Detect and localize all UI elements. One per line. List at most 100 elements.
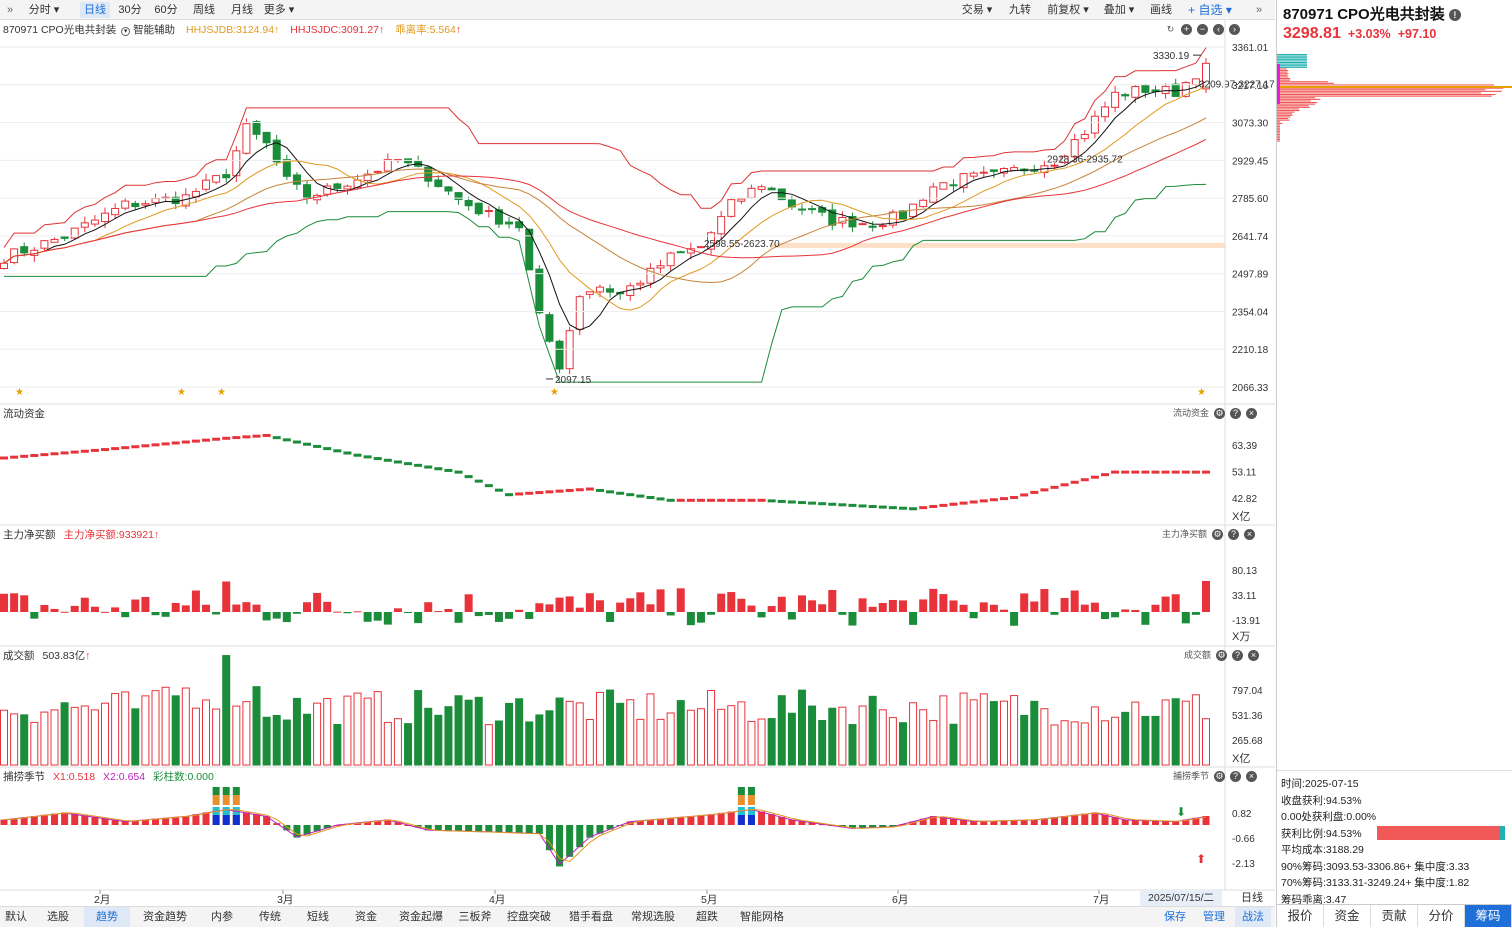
- period-tab-2[interactable]: 30分: [118, 4, 142, 16]
- right-tab-1[interactable]: 资金: [1324, 905, 1371, 927]
- net-bar: [838, 612, 847, 615]
- period-tab-0[interactable]: 分时 ▾: [28, 4, 60, 16]
- bottom-tab-6[interactable]: 短线: [307, 911, 329, 923]
- bottom-tab-2[interactable]: 趋势: [84, 907, 130, 927]
- net-bar: [646, 604, 655, 612]
- volume-bar: [656, 718, 665, 766]
- candle-body: [1202, 62, 1210, 90]
- chip-row: [1277, 116, 1291, 118]
- right-icon[interactable]: ›: [1229, 24, 1240, 35]
- season-bar: [182, 816, 190, 825]
- settings-icon[interactable]: ⚙: [1214, 771, 1226, 782]
- close-icon[interactable]: ×: [1246, 408, 1258, 419]
- vol-panel-title: 成交额: [3, 650, 35, 662]
- net-bar: [545, 604, 554, 612]
- settings-icon[interactable]: ⚙: [1214, 408, 1226, 419]
- collapse-left-icon[interactable]: »: [6, 4, 14, 16]
- chip-row: [1277, 127, 1280, 129]
- close-icon[interactable]: ×: [1246, 771, 1258, 782]
- kline-chart[interactable]: 3330.19 2097.15 3209.97-3227.17 2928.36-293…: [0, 20, 1275, 905]
- month-label: 5月: [701, 894, 717, 905]
- close-icon[interactable]: ×: [1244, 529, 1256, 540]
- toolbar-right-3[interactable]: 叠加 ▾: [1103, 4, 1135, 16]
- toolbar-right-0[interactable]: 交易 ▾: [961, 4, 993, 16]
- right-tab-3[interactable]: 分价: [1418, 905, 1465, 927]
- period-tab-4[interactable]: 周线: [193, 4, 215, 16]
- close-icon[interactable]: ×: [1248, 650, 1260, 661]
- season-bar: [515, 825, 523, 834]
- help-icon[interactable]: ?: [1230, 408, 1242, 419]
- zoom-in-icon[interactable]: +: [1181, 24, 1192, 35]
- period-tab-1[interactable]: 日线: [80, 2, 110, 18]
- chip-row: [1277, 98, 1321, 100]
- right-tab-0[interactable]: 报价: [1277, 905, 1324, 927]
- bottom-right-0[interactable]: 保存: [1164, 911, 1186, 923]
- price-axis-label: 2929.45: [1232, 156, 1269, 167]
- chip-info-value: 94.53%: [1325, 794, 1362, 807]
- bottom-tab-14[interactable]: 智能网格: [740, 911, 784, 923]
- left-icon[interactable]: ‹: [1213, 24, 1224, 35]
- candle-body: [1141, 84, 1150, 93]
- season-bar: [657, 818, 665, 825]
- bottom-tab-11[interactable]: 猎手看盘: [569, 911, 613, 923]
- settings-icon[interactable]: ⚙: [1216, 650, 1228, 661]
- period-tab-6[interactable]: 更多 ▾: [263, 4, 295, 16]
- bottom-tab-3[interactable]: 资金趋势: [143, 911, 187, 923]
- help-icon[interactable]: ?: [1232, 650, 1244, 661]
- chip-row: [1277, 94, 1496, 96]
- season-bar: [293, 825, 301, 838]
- candle-body: [747, 187, 756, 199]
- month-label: 6月: [892, 894, 908, 905]
- right-tab-2[interactable]: 贡献: [1371, 905, 1418, 927]
- bottom-right-2[interactable]: 战法: [1235, 907, 1271, 927]
- signal-star-icon: ★: [1197, 387, 1206, 398]
- net-bar: [1010, 612, 1019, 626]
- toolbar-right-2[interactable]: 前复权 ▾: [1047, 4, 1089, 16]
- volume-bar: [474, 696, 483, 766]
- candle-body: [444, 186, 453, 192]
- toolbar-right-4[interactable]: 画线: [1150, 4, 1172, 16]
- bottom-tab-8[interactable]: 资金起爆: [399, 911, 443, 923]
- volume-bar: [484, 724, 493, 766]
- bottom-tab-13[interactable]: 超跌: [696, 911, 718, 923]
- assist-dropdown-icon[interactable]: ▾: [121, 27, 131, 36]
- refresh-icon[interactable]: ↻: [1166, 24, 1175, 34]
- bottom-tab-1[interactable]: 选股: [47, 911, 69, 923]
- season-axis-label: -0.66: [1232, 834, 1255, 845]
- volume-bar: [858, 705, 867, 766]
- chip-row: [1277, 54, 1307, 56]
- bottom-tab-9[interactable]: 三板斧: [458, 911, 492, 923]
- volume-bar: [404, 723, 413, 766]
- bottom-tab-4[interactable]: 内参: [211, 911, 233, 923]
- net-bar: [383, 612, 392, 625]
- period-indicator[interactable]: 日线: [1241, 892, 1263, 904]
- chip-row: [1277, 129, 1280, 131]
- bottom-right-1[interactable]: 管理: [1203, 911, 1225, 923]
- volume-bar: [30, 721, 39, 766]
- bottom-tab-10[interactable]: 控盘突破: [507, 911, 551, 923]
- help-icon[interactable]: ?: [1230, 771, 1242, 782]
- zoom-out-icon[interactable]: −: [1197, 24, 1208, 35]
- bottom-tab-12[interactable]: 常规选股: [631, 911, 675, 923]
- bottom-tab-7[interactable]: 资金: [355, 911, 377, 923]
- settings-icon[interactable]: ⚙: [1212, 529, 1224, 540]
- toolbar-right-5[interactable]: + 自选 ▾: [1188, 3, 1232, 17]
- season-bar: [253, 814, 261, 825]
- cursor-date: 2025/07/15/二: [1140, 890, 1222, 906]
- period-tab-3[interactable]: 60分: [154, 4, 178, 16]
- right-tab-4[interactable]: 筹码: [1465, 905, 1512, 927]
- expand-right-icon[interactable]: »: [1255, 4, 1263, 16]
- help-icon[interactable]: ?: [1228, 529, 1240, 540]
- season-bar: [758, 811, 766, 825]
- net-bar: [242, 602, 251, 612]
- info-icon[interactable]: !: [1448, 9, 1461, 22]
- candle-body: [929, 186, 938, 203]
- net-bar: [656, 589, 665, 612]
- bottom-tab-5[interactable]: 传统: [259, 911, 281, 923]
- chip-info-label: 0.00处获利盘:: [1281, 811, 1347, 823]
- toolbar-right-1[interactable]: 九转: [1009, 4, 1031, 16]
- assist-label[interactable]: 智能辅助: [133, 24, 176, 36]
- period-tab-5[interactable]: 月线: [231, 4, 253, 16]
- season-bar: [929, 816, 937, 825]
- bottom-tab-0[interactable]: 默认: [5, 911, 27, 923]
